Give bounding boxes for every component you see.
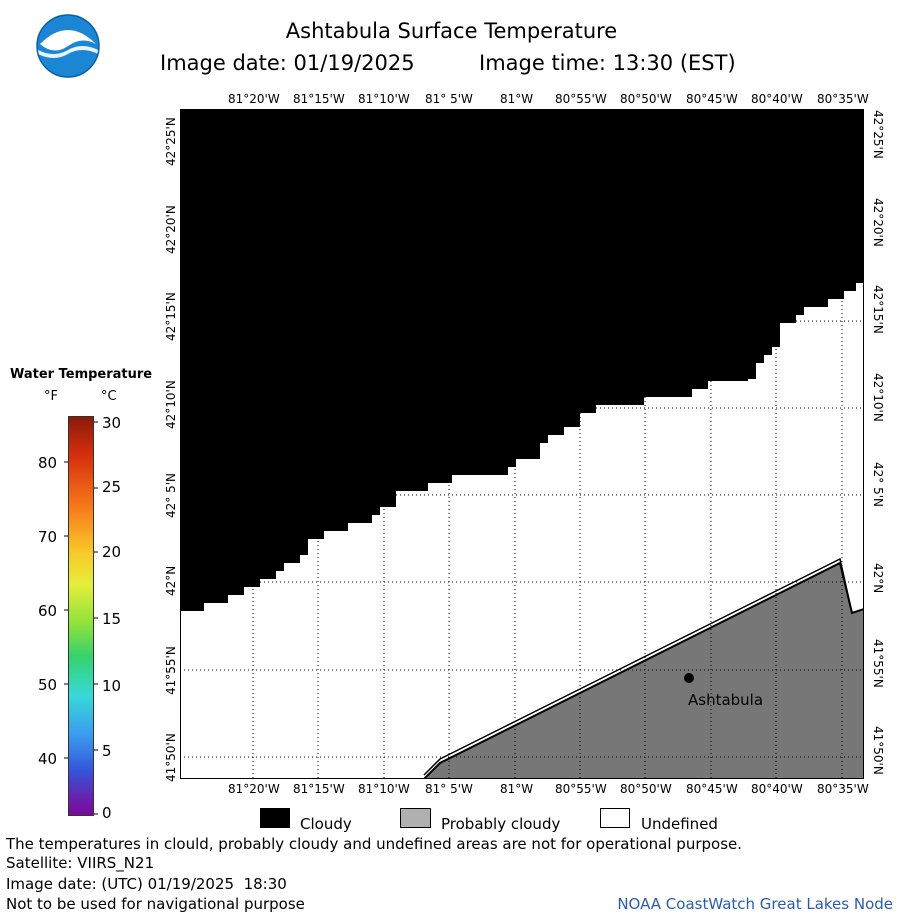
lon-label-bottom: 81°20'W	[228, 782, 280, 796]
colorbar-c-tick: 20	[102, 543, 122, 561]
lat-label-left: 42°20'N	[164, 205, 178, 254]
ashtabula-marker	[684, 673, 694, 683]
lon-label-top: 81° 5'W	[425, 92, 473, 106]
lon-label-bottom: 80°55'W	[555, 782, 607, 796]
lat-label-left: 42°N	[164, 565, 178, 596]
image-time-label: Image time: 13:30 (EST)	[479, 51, 736, 75]
lon-label-bottom: 80°35'W	[817, 782, 869, 796]
lon-label-bottom: 81°10'W	[358, 782, 410, 796]
colorbar-f-tick: 50	[38, 676, 58, 694]
colorbar-f-tick: 60	[38, 602, 58, 620]
map-title: Ashtabula Surface Temperature	[285, 19, 618, 43]
lon-label-bottom: 81°15'W	[293, 782, 345, 796]
colorbar-c-tick: 25	[102, 478, 122, 496]
colorbar-title: Water Temperature	[10, 367, 153, 382]
colorbar-f-tick: 40	[38, 750, 58, 768]
noaa-logo: NOAA	[36, 14, 100, 78]
lat-label-right: 42°20'N	[871, 198, 885, 247]
lat-label-right: 42°10'N	[871, 373, 885, 422]
nav-warning-text: Not to be used for navigational purpose	[6, 895, 305, 913]
lat-label-right: 41°55'N	[871, 639, 885, 688]
lat-label-left: 41°50'N	[164, 733, 178, 782]
lon-label-top: 81°15'W	[293, 92, 345, 106]
colorbar-c-tick: 30	[102, 414, 122, 432]
lon-label-bottom: 81°W	[500, 782, 534, 796]
colorbar-unit-f: °F	[44, 389, 58, 404]
land-area	[422, 561, 864, 779]
logo-text: NOAA	[56, 31, 80, 40]
lat-label-right: 42°N	[871, 563, 885, 594]
colorbar-c-tick: 5	[102, 742, 112, 760]
place-label-ashtabula: Ashtabula	[688, 691, 764, 709]
lat-label-right: 42°25'N	[871, 110, 885, 159]
colorbar-ticks	[64, 421, 98, 815]
lon-label-top: 80°35'W	[817, 92, 869, 106]
lat-label-right: 42° 5'N	[871, 462, 885, 507]
colorbar-c-tick: 10	[102, 677, 122, 695]
lon-label-top: 80°40'W	[751, 92, 803, 106]
lon-label-top: 80°50'W	[620, 92, 672, 106]
legend-label-cloudy: Cloudy	[300, 815, 352, 833]
lat-label-right: 41°50'N	[871, 726, 885, 775]
lat-label-right: 42°15'N	[871, 285, 885, 334]
colorbar-c-tick: 15	[102, 610, 122, 628]
satellite-text: Satellite: VIIRS_N21	[6, 854, 155, 872]
lat-label-left: 42°15'N	[164, 292, 178, 341]
legend-label-probably-cloudy: Probably cloudy	[441, 815, 561, 833]
colorbar-unit-c: °C	[101, 389, 117, 404]
lon-label-bottom: 80°50'W	[620, 782, 672, 796]
lon-label-bottom: 80°45'W	[686, 782, 738, 796]
lat-label-left: 42°10'N	[164, 380, 178, 429]
lon-label-bottom: 81° 5'W	[425, 782, 473, 796]
lon-label-bottom: 80°40'W	[751, 782, 803, 796]
lat-label-left: 41°55'N	[164, 646, 178, 695]
utc-date-text: Image date: (UTC) 01/19/2025 18:30	[6, 875, 287, 893]
legend-label-undefined: Undefined	[641, 815, 718, 833]
colorbar-f-tick: 80	[38, 454, 58, 472]
legend-swatch-undefined	[600, 808, 630, 828]
map-panel	[180, 109, 864, 779]
lon-label-top: 80°55'W	[555, 92, 607, 106]
lon-label-top: 81°W	[500, 92, 534, 106]
lon-label-top: 81°10'W	[358, 92, 410, 106]
legend-swatch-probably-cloudy	[400, 808, 431, 828]
colorbar-f-tick: 70	[38, 528, 58, 546]
shoreline	[423, 557, 853, 776]
lon-label-top: 81°20'W	[228, 92, 280, 106]
image-date-label: Image date: 01/19/2025	[160, 51, 415, 75]
colorbar-c-tick: 0	[102, 804, 112, 822]
lat-label-left: 42°25'N	[164, 117, 178, 166]
colorbar-gradient	[68, 416, 94, 816]
lat-label-left: 42° 5'N	[164, 473, 178, 518]
legend-swatch-cloudy	[260, 808, 290, 828]
disclaimer-text: The temperatures in clould, probably clo…	[6, 835, 743, 853]
lon-label-top: 80°45'W	[686, 92, 738, 106]
credit-link[interactable]: NOAA CoastWatch Great Lakes Node	[617, 895, 893, 913]
